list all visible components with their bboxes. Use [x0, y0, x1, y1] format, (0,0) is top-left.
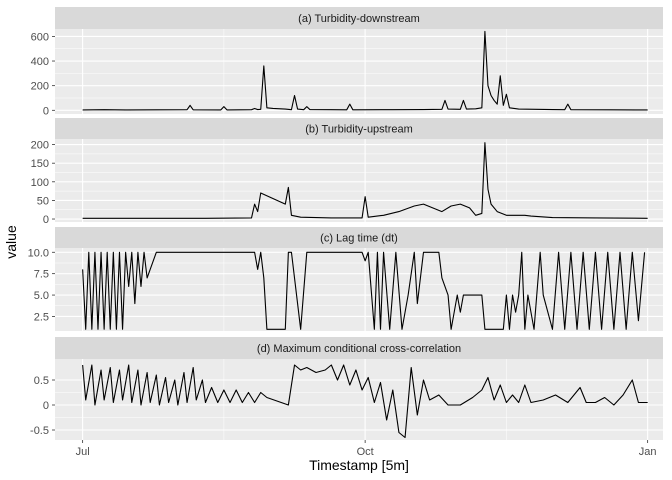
- y-tick-label: 0: [43, 214, 49, 226]
- y-tick-label: 0: [43, 400, 49, 412]
- y-tick-label: 100: [31, 177, 49, 189]
- x-axis-title: Timestamp [5m]: [309, 457, 409, 473]
- y-tick-label: 150: [31, 158, 49, 170]
- y-tick-label: 2.5: [34, 311, 49, 323]
- facet-strip: [55, 118, 663, 139]
- x-tick-label: Oct: [357, 446, 374, 458]
- y-tick-label: 0: [43, 105, 49, 117]
- facet-strip: [55, 337, 663, 359]
- y-tick-label: 10.0: [28, 247, 49, 259]
- facet-title: (c) Lag time (dt): [320, 233, 398, 245]
- y-tick-label: 400: [31, 56, 49, 68]
- y-tick-label: 7.5: [34, 269, 49, 281]
- panel-background: [55, 139, 663, 222]
- facet-title: (d) Maximum conditional cross-correlatio…: [257, 343, 461, 355]
- y-tick-label: 600: [31, 31, 49, 43]
- facet-strip: [55, 227, 663, 248]
- panel-background: [55, 359, 663, 440]
- chart-panels: (a) Turbidity-downstream 0 200 400 600 (b) Tu…: [28, 7, 663, 440]
- facet-panel: (d) Maximum conditional cross-correlatio…: [30, 337, 663, 440]
- y-tick-label: 5.0: [34, 290, 49, 302]
- facet-panel: (b) Turbidity-upstream 0 50 100 150 200: [31, 118, 663, 226]
- y-tick-label: 50: [37, 195, 49, 207]
- y-axis-title: value: [3, 225, 19, 259]
- x-tick-label: Jan: [639, 446, 657, 458]
- panel-background: [55, 29, 663, 114]
- series-line: [82, 251, 646, 330]
- series-line: [82, 142, 648, 219]
- facet-title: (b) Turbidity-upstream: [305, 124, 413, 136]
- y-tick-label: 0.5: [34, 375, 49, 387]
- facet-panel: (a) Turbidity-downstream 0 200 400 600: [31, 7, 663, 117]
- x-axis: Jul Oct Jan: [76, 440, 657, 458]
- x-tick-label: Jul: [76, 446, 90, 458]
- facet-title: (a) Turbidity-downstream: [298, 13, 420, 25]
- y-tick-label: 200: [31, 140, 49, 152]
- y-tick-label: -0.5: [30, 425, 49, 437]
- facet-strip: [55, 7, 663, 29]
- series-line: [82, 30, 648, 111]
- series-line: [82, 364, 648, 439]
- facet-panel: (c) Lag time (dt) 2.5 5.0 7.5 10.0: [28, 227, 663, 331]
- y-tick-label: 200: [31, 81, 49, 93]
